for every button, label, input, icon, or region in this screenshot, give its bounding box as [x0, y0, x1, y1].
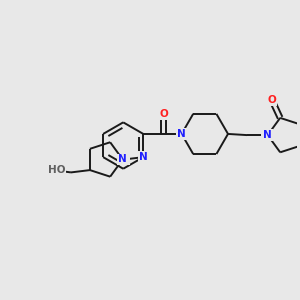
- Text: N: N: [263, 130, 272, 140]
- Text: O: O: [159, 109, 168, 119]
- Text: O: O: [268, 95, 276, 106]
- Text: N: N: [177, 129, 186, 139]
- Text: N: N: [177, 129, 186, 139]
- Text: N: N: [118, 154, 127, 164]
- Text: N: N: [120, 154, 129, 164]
- Text: N: N: [139, 152, 148, 162]
- Text: HO: HO: [48, 165, 65, 175]
- Text: N: N: [262, 130, 270, 140]
